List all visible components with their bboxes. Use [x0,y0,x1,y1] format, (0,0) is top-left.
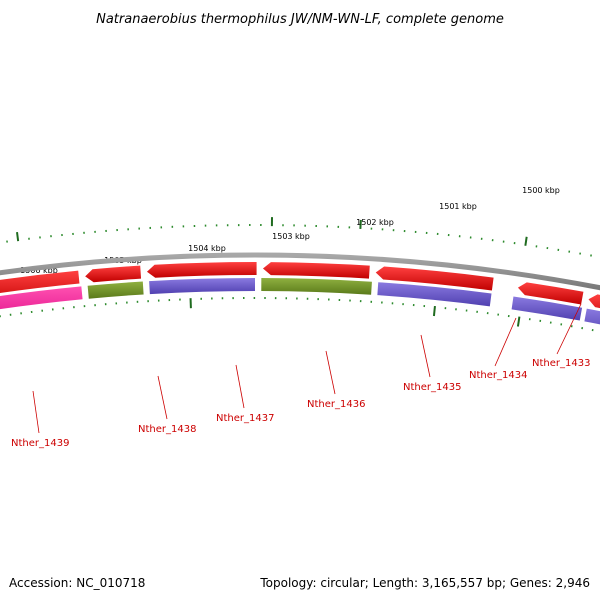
kbp-label-1502: 1502 kbp [356,218,394,227]
genome-backbone [0,252,600,291]
kbp-label-1501: 1501 kbp [439,202,477,211]
kbp-label-1506: 1506 kbp [20,266,58,275]
forward-gene-6 [588,294,600,309]
inner-tick [516,316,521,327]
gene-label-nther-1436: Nther_1436 [307,399,365,410]
forward-gene-1 [85,265,142,283]
leader-line-0 [32,390,40,434]
outer-tick [16,232,20,242]
cog-segment-nther-1434 [511,296,583,321]
cog-segment-nther-1436 [261,278,372,295]
gene-label-group: Nther_1439 Nther_1438 Nther_1437 Nther_1… [11,358,590,449]
cog-segment-nther-1437 [149,278,255,295]
gene-label-nther-1435: Nther_1435 [403,382,461,393]
forward-gene-4 [375,266,494,291]
backbone-line [0,252,600,291]
gene-label-nther-1439: Nther_1439 [11,438,69,449]
outer-tick [359,219,362,230]
accession-text: Accession: NC_010718 [9,576,145,590]
kbp-label-1503: 1503 kbp [272,232,310,241]
outer-tick-track [6,217,592,257]
leader-line-3 [325,350,336,395]
leader-line-1 [157,375,168,420]
inner-tick [432,305,436,317]
gene-label-nther-1437: Nther_1437 [216,413,274,424]
topology-text: Topology: circular; Length: 3,165,557 bp… [259,576,590,590]
leader-line-5 [494,317,517,367]
forward-gene-2 [146,261,257,278]
inner-tick-track [0,296,594,332]
cog-segment-nther-1438 [87,281,144,299]
outer-tick [524,236,528,246]
leader-line-4 [420,334,431,378]
forward-gene-0 [0,270,80,294]
cog-segment-nther-1435 [377,282,492,307]
kbp-label-1500: 1500 kbp [522,186,560,195]
kbp-label-1504: 1504 kbp [188,244,226,253]
forward-gene-3 [262,262,370,279]
forward-gene-5 [517,282,584,305]
cog-segment-nther-1439 [0,286,83,310]
gene-leader-lines [32,303,582,434]
gene-label-nther-1433: Nther_1433 [532,358,590,369]
cog-category-track [0,278,600,325]
gene-label-nther-1438: Nther_1438 [138,424,196,435]
leader-line-2 [235,364,245,409]
forward-strand-genes [0,261,600,309]
leader-line-6 [556,303,582,355]
cog-segment-nther-1433 [584,308,600,325]
map-title: Natranaerobius thermophilus JW/NM-WN-LF,… [96,12,504,27]
gene-label-nther-1434: Nther_1434 [469,370,527,381]
